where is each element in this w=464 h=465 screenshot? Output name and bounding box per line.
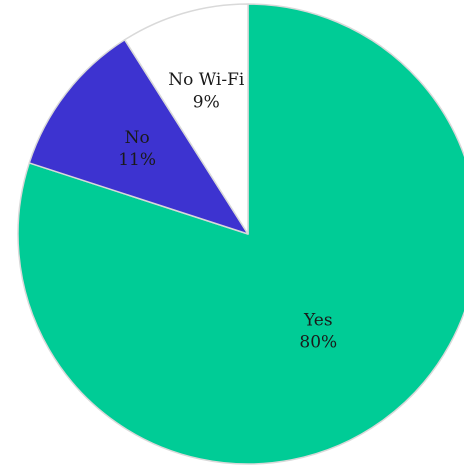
pie-slice-no-wi-fi [124,3,249,235]
pie-slice-yes [17,3,464,465]
pie-label-no: No 11% [118,127,156,169]
pie-slice-no [28,39,249,235]
pie-label-value: 9% [193,92,220,112]
pie-label-yes: Yes 80% [299,310,337,352]
pie-labels: Yes 80% No 11% No Wi-Fi 9% [118,70,337,352]
pie-label-name: No Wi-Fi [168,70,245,90]
pie-label-no-wi-fi: No Wi-Fi 9% [168,70,245,112]
pie-label-value: 11% [118,149,156,169]
pie-slices [17,3,464,465]
pie-label-name: No [125,127,150,147]
pie-label-value: 80% [299,332,337,352]
pie-label-name: Yes [303,310,333,330]
